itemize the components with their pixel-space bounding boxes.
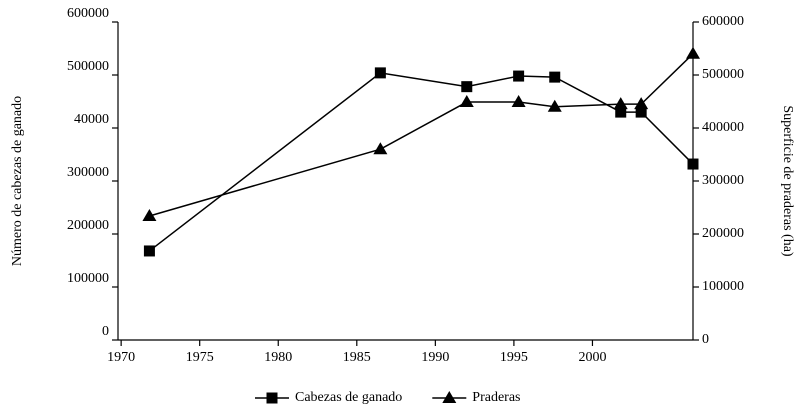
y-tick-label: 100000 bbox=[67, 271, 109, 286]
data-point bbox=[143, 245, 155, 257]
legend-marker bbox=[266, 392, 278, 404]
data-point bbox=[459, 95, 474, 108]
y2-tick-label: 200000 bbox=[702, 226, 744, 241]
data-point bbox=[615, 106, 627, 118]
x-tick-label: 1980 bbox=[264, 350, 292, 365]
y2-axis-title: Superficie de praderas (ha) bbox=[780, 105, 795, 257]
x-tick-label: 1985 bbox=[343, 350, 371, 365]
x-tick-label: 2000 bbox=[578, 350, 606, 365]
data-point bbox=[374, 67, 386, 79]
x-tick-label: 1990 bbox=[421, 350, 449, 365]
x-tick-label: 1995 bbox=[500, 350, 528, 365]
data-point bbox=[687, 158, 699, 170]
data-point bbox=[513, 70, 525, 82]
data-point bbox=[635, 106, 647, 118]
data-point bbox=[142, 208, 157, 221]
legend-label: Praderas bbox=[472, 390, 520, 405]
y-tick-label: 300000 bbox=[67, 165, 109, 180]
legend-label: Cabezas de ganado bbox=[295, 390, 402, 405]
y-tick-label: 600000 bbox=[67, 6, 109, 21]
data-point bbox=[613, 97, 628, 110]
y2-tick-label: 300000 bbox=[702, 173, 744, 188]
y-tick-label: 200000 bbox=[67, 218, 109, 233]
data-point bbox=[549, 71, 561, 83]
data-point bbox=[547, 99, 562, 112]
legend-marker bbox=[442, 391, 457, 403]
y-tick-label: 500000 bbox=[67, 59, 109, 74]
data-point bbox=[511, 95, 526, 108]
data-point bbox=[686, 46, 700, 59]
y-tick-label: 0 bbox=[102, 324, 109, 339]
y-axis-title: Número de cabezas de ganado bbox=[10, 96, 25, 266]
data-point bbox=[634, 97, 649, 110]
series-line bbox=[148, 72, 694, 252]
x-tick-label: 1975 bbox=[186, 350, 214, 365]
data-point bbox=[373, 142, 388, 155]
y2-tick-label: 100000 bbox=[702, 279, 744, 294]
series-line bbox=[149, 53, 694, 217]
y2-tick-label: 0 bbox=[702, 332, 709, 347]
y2-tick-label: 600000 bbox=[702, 14, 744, 29]
y-tick-label: 40000 bbox=[74, 112, 109, 127]
y2-tick-label: 500000 bbox=[702, 67, 744, 82]
y2-tick-label: 400000 bbox=[702, 120, 744, 135]
x-tick-label: 1970 bbox=[107, 350, 135, 365]
data-point bbox=[461, 81, 473, 93]
